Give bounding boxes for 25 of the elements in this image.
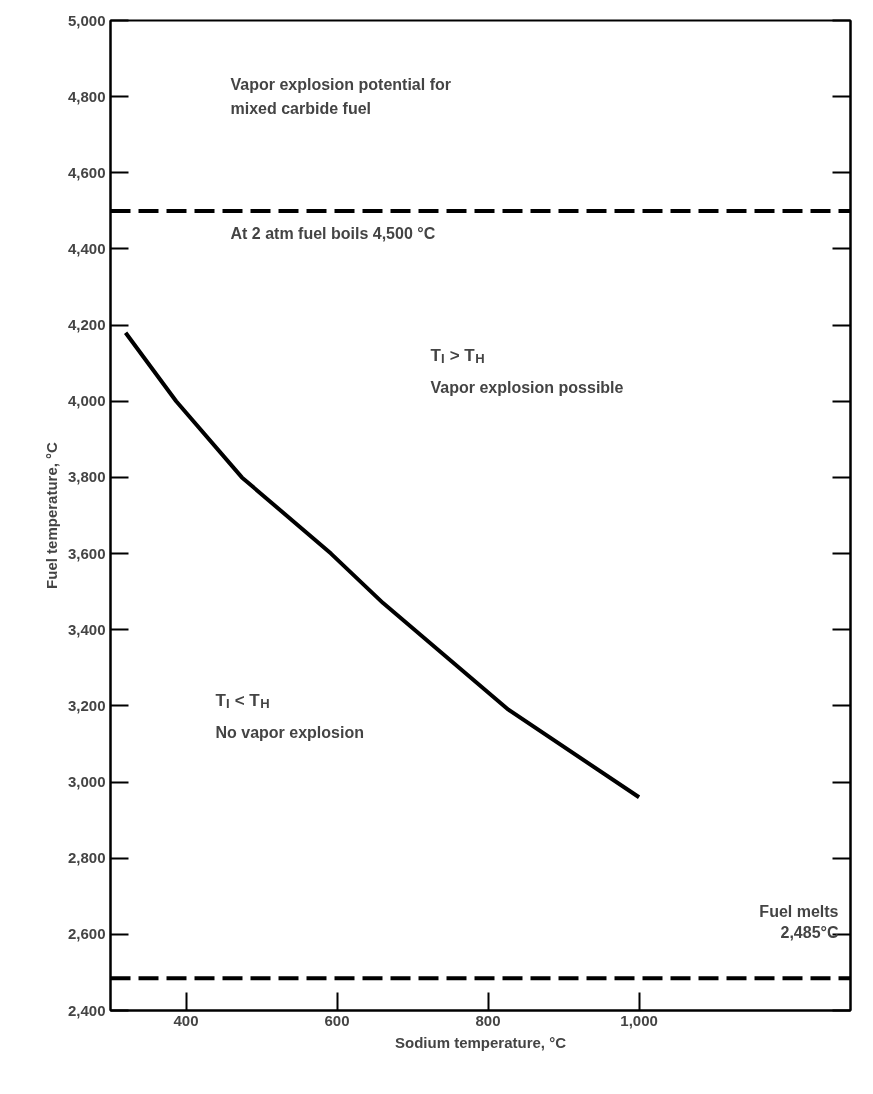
annotation: No vapor explosion <box>215 723 364 741</box>
y-tick-label: 3,600 <box>67 544 106 562</box>
y-tick-label: 2,600 <box>67 925 106 943</box>
y-tick-label: 3,800 <box>67 468 106 486</box>
annotation: Vapor explosion potential for mixed carbide fuel <box>230 75 451 117</box>
y-tick-label: 3,200 <box>67 696 106 714</box>
y-tick-label: 3,400 <box>67 620 106 638</box>
y-tick-label: 2,800 <box>67 849 106 867</box>
annotation: Vapor explosion possible <box>430 378 624 396</box>
x-tick-label: 400 <box>173 1011 199 1029</box>
x-tick-label: 800 <box>475 1011 501 1029</box>
y-tick-label: 4,200 <box>67 316 106 334</box>
y-tick-label: 2,400 <box>67 1001 106 1019</box>
y-axis-title: Fuel temperature, °C <box>42 441 60 589</box>
ref-line-label: At 2 atm fuel boils 4,500 °C <box>230 224 436 242</box>
x-tick-label: 600 <box>324 1011 350 1029</box>
y-tick-label: 4,000 <box>67 392 106 410</box>
y-tick-label: 4,400 <box>67 239 106 257</box>
y-tick-label: 5,000 <box>67 11 106 29</box>
y-tick-label: 4,600 <box>67 163 106 181</box>
y-tick-label: 3,000 <box>67 773 106 791</box>
y-tick-label: 4,800 <box>67 87 106 105</box>
ref-line-label: Fuel melts 2,485°C <box>759 903 839 941</box>
x-tick-label: 1,000 <box>620 1011 658 1029</box>
x-axis-title: Sodium temperature, °C <box>394 1033 567 1051</box>
